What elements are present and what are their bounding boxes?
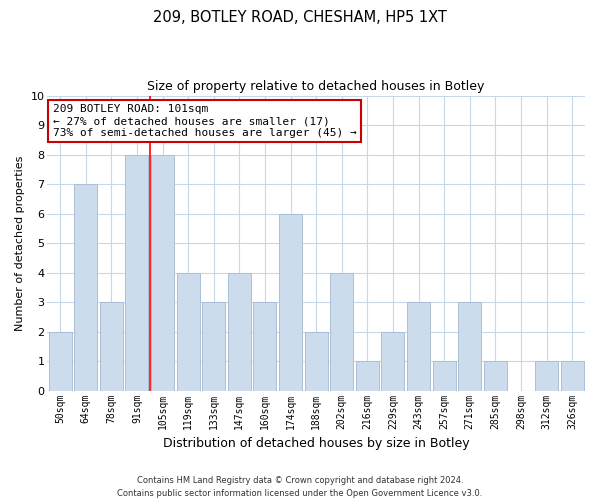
Bar — [484, 361, 507, 390]
Bar — [560, 361, 584, 390]
Bar — [125, 154, 148, 390]
Bar — [330, 272, 353, 390]
X-axis label: Distribution of detached houses by size in Botley: Distribution of detached houses by size … — [163, 437, 469, 450]
Bar — [407, 302, 430, 390]
Y-axis label: Number of detached properties: Number of detached properties — [15, 156, 25, 331]
Bar — [382, 332, 404, 390]
Text: 209, BOTLEY ROAD, CHESHAM, HP5 1XT: 209, BOTLEY ROAD, CHESHAM, HP5 1XT — [153, 10, 447, 25]
Text: Contains HM Land Registry data © Crown copyright and database right 2024.
Contai: Contains HM Land Registry data © Crown c… — [118, 476, 482, 498]
Bar — [458, 302, 481, 390]
Title: Size of property relative to detached houses in Botley: Size of property relative to detached ho… — [148, 80, 485, 93]
Bar — [279, 214, 302, 390]
Bar — [74, 184, 97, 390]
Bar — [535, 361, 558, 390]
Bar — [228, 272, 251, 390]
Bar — [202, 302, 225, 390]
Bar — [356, 361, 379, 390]
Bar — [305, 332, 328, 390]
Bar — [253, 302, 277, 390]
Bar — [49, 332, 71, 390]
Bar — [100, 302, 123, 390]
Bar — [176, 272, 200, 390]
Bar — [151, 154, 174, 390]
Bar — [433, 361, 456, 390]
Text: 209 BOTLEY ROAD: 101sqm
← 27% of detached houses are smaller (17)
73% of semi-de: 209 BOTLEY ROAD: 101sqm ← 27% of detache… — [53, 104, 356, 138]
